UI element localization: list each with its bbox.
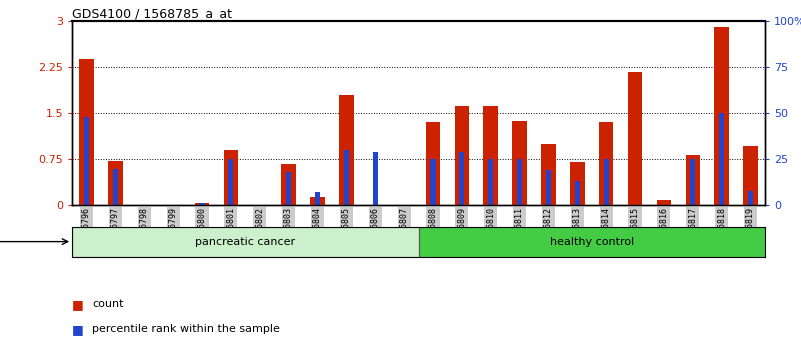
- Bar: [545, 170, 551, 205]
- Bar: [714, 27, 729, 205]
- Bar: [195, 204, 209, 205]
- Bar: [372, 152, 378, 205]
- Bar: [418, 227, 765, 257]
- Bar: [426, 122, 441, 205]
- Bar: [228, 159, 233, 205]
- Bar: [430, 159, 436, 205]
- Bar: [344, 150, 349, 205]
- Bar: [599, 122, 614, 205]
- Bar: [748, 190, 753, 205]
- Bar: [199, 204, 204, 205]
- Bar: [719, 113, 724, 205]
- Bar: [517, 159, 522, 205]
- Bar: [743, 146, 758, 205]
- Bar: [690, 159, 695, 205]
- Bar: [686, 155, 700, 205]
- Bar: [541, 144, 556, 205]
- Bar: [339, 95, 353, 205]
- Bar: [657, 200, 671, 205]
- Bar: [488, 159, 493, 205]
- Bar: [79, 59, 94, 205]
- Bar: [84, 117, 89, 205]
- Bar: [108, 161, 123, 205]
- Bar: [459, 152, 465, 205]
- Bar: [570, 162, 585, 205]
- Bar: [113, 169, 118, 205]
- Text: healthy control: healthy control: [549, 236, 634, 247]
- Text: GDS4100 / 1568785_a_at: GDS4100 / 1568785_a_at: [72, 7, 232, 20]
- Text: count: count: [92, 299, 123, 309]
- Bar: [455, 106, 469, 205]
- Bar: [628, 72, 642, 205]
- Bar: [574, 181, 580, 205]
- Text: percentile rank within the sample: percentile rank within the sample: [92, 324, 280, 334]
- Bar: [286, 172, 292, 205]
- Text: ■: ■: [72, 298, 84, 311]
- Bar: [223, 150, 238, 205]
- Bar: [72, 227, 418, 257]
- Bar: [513, 121, 527, 205]
- Text: ■: ■: [72, 323, 84, 336]
- Bar: [604, 159, 609, 205]
- Bar: [310, 197, 324, 205]
- Bar: [281, 164, 296, 205]
- Bar: [484, 106, 498, 205]
- Bar: [315, 193, 320, 205]
- Text: pancreatic cancer: pancreatic cancer: [195, 236, 296, 247]
